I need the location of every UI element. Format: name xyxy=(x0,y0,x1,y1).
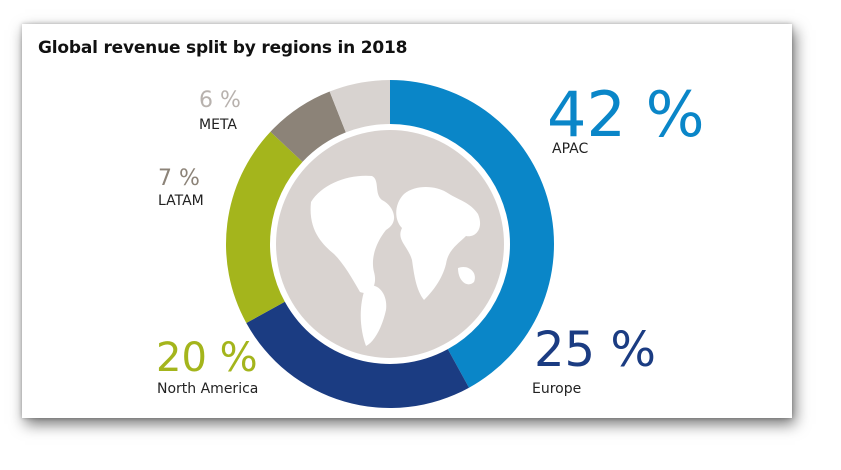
donut-chart xyxy=(225,80,554,408)
meta-region-label: META xyxy=(199,117,237,133)
chart-title: Global revenue split by regions in 2018 xyxy=(38,38,408,58)
north-america-percent-label: 20 % xyxy=(156,335,258,381)
slice-meta xyxy=(329,80,390,133)
chart-card: Global revenue split by regions in 2018 … xyxy=(22,24,792,418)
slice-north-america xyxy=(225,131,303,324)
slice-apac xyxy=(390,80,554,388)
latam-region-label: LATAM xyxy=(158,193,204,209)
slice-europe xyxy=(246,301,470,408)
europe-percent-label: 25 % xyxy=(534,322,656,378)
globe-icon xyxy=(276,130,504,358)
latam-percent-label: 7 % xyxy=(158,166,200,191)
apac-region-label: APAC xyxy=(552,141,589,157)
apac-percent-label: 42 % xyxy=(547,78,705,151)
slice-latam xyxy=(270,91,346,162)
north-america-region-label: North America xyxy=(157,381,259,397)
meta-percent-label: 6 % xyxy=(199,88,241,113)
europe-region-label: Europe xyxy=(532,381,582,397)
